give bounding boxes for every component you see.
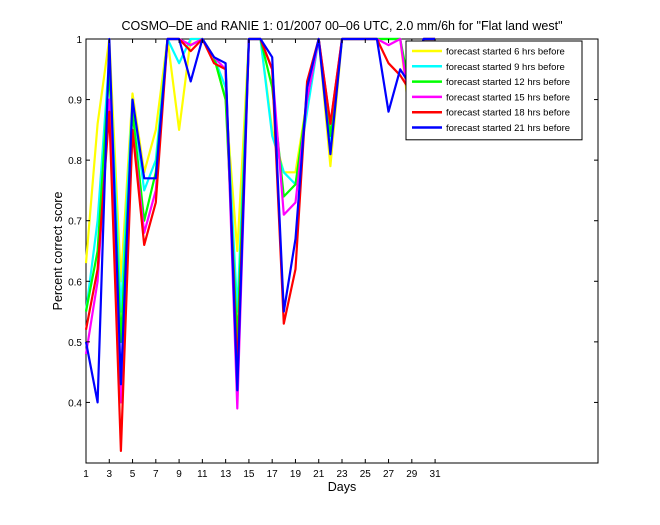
x-tick-label: 29 <box>406 469 418 480</box>
legend-label: forecast started 12 hrs before <box>446 77 570 88</box>
y-axis-label: Percent correct score <box>51 192 65 311</box>
legend-label: forecast started 15 hrs before <box>446 92 570 103</box>
x-tick-label: 1 <box>83 469 89 480</box>
x-tick-label: 3 <box>106 469 112 480</box>
chart-title: COSMO–DE and RANIE 1: 01/2007 00–06 UTC,… <box>121 19 562 33</box>
legend: forecast started 6 hrs before forecast st… <box>405 40 583 141</box>
legend-label: forecast started 21 hrs before <box>446 123 570 134</box>
y-tick-label: 0.9 <box>68 96 82 107</box>
x-axis-label: Days <box>328 480 356 494</box>
x-tick-label: 11 <box>197 469 208 480</box>
x-tick-label: 25 <box>360 469 372 480</box>
x-tick-label: 7 <box>153 469 159 480</box>
series-line-6 <box>84 37 436 404</box>
y-tick-label: 0.7 <box>68 217 82 228</box>
legend-label: forecast started 6 hrs before <box>446 47 565 58</box>
y-axis: 0.4 0.5 0.6 0.7 0.8 0.9 1 <box>68 35 598 409</box>
x-tick-label: 19 <box>290 469 302 480</box>
y-tick-label: 0.6 <box>68 277 82 288</box>
x-axis: 1 3 5 7 9 11 13 15 17 19 21 23 25 27 29 31 <box>83 39 441 480</box>
legend-label: forecast started 18 hrs before <box>446 108 570 119</box>
x-tick-label: 23 <box>336 469 348 480</box>
x-tick-label: 13 <box>220 469 232 480</box>
x-tick-label: 9 <box>176 469 182 480</box>
legend-box <box>405 40 583 141</box>
x-tick-label: 15 <box>243 469 255 480</box>
y-tick-label: 0.5 <box>68 338 82 349</box>
x-tick-label: 5 <box>130 469 136 480</box>
x-tick-label: 17 <box>267 469 279 480</box>
x-tick-label: 21 <box>313 469 325 480</box>
y-tick-label: 0.8 <box>68 156 82 167</box>
x-tick-label: 27 <box>383 469 395 480</box>
legend-label: forecast started 9 hrs before <box>446 62 565 73</box>
x-tick-label: 31 <box>430 469 442 480</box>
y-tick-label: 1 <box>76 35 82 46</box>
series-layer <box>84 37 436 452</box>
y-tick-label: 0.4 <box>68 398 82 409</box>
